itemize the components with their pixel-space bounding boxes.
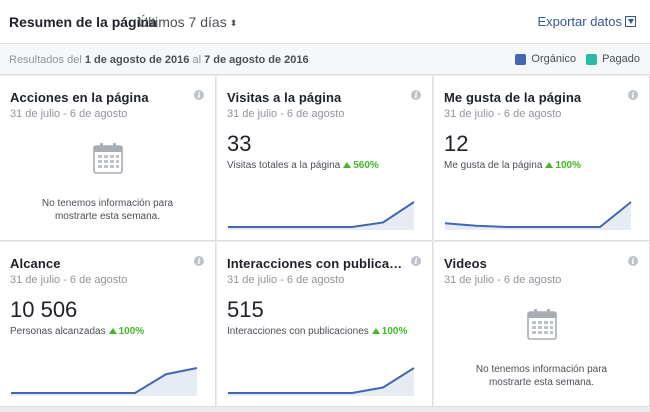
empty-message: No tenemos información para mostrarte est… [41, 198, 174, 222]
paid-swatch [586, 53, 598, 65]
info-icon[interactable]: i [411, 256, 421, 266]
up-arrow-icon [371, 328, 380, 334]
change-indicator: 100% [371, 326, 407, 337]
sparkline-chart [444, 201, 632, 230]
up-arrow-icon [108, 328, 117, 334]
up-arrow-icon [545, 162, 554, 168]
calendar-icon [526, 309, 557, 340]
date-range-label: Últimos 7 días [138, 14, 227, 30]
results-date-end: 7 de agosto de 2016 [204, 54, 309, 66]
results-bar: Resultados del 1 de agosto de 2016 al 7 … [0, 44, 650, 75]
export-data-link[interactable]: Exportar datos [537, 14, 636, 29]
card-date-range: 31 de julio - 6 de agosto [444, 108, 562, 120]
card-date-range: 31 de julio - 6 de agosto [444, 274, 562, 286]
card-videos[interactable]: Videos 31 de julio - 6 de agosto i No te… [434, 242, 650, 407]
sparkline-area [445, 202, 631, 230]
legend-paid: Pagado [586, 53, 640, 65]
card-title: Me gusta de la página [444, 90, 582, 105]
metric-caption: Personas alcanzadas 100% [10, 326, 145, 337]
up-arrow-icon [343, 162, 352, 168]
info-icon[interactable]: i [411, 90, 421, 100]
card-page-likes[interactable]: Me gusta de la página 31 de julio - 6 de… [434, 76, 650, 241]
card-title: Visitas a la página [227, 90, 342, 105]
sort-caret-icon: ⬍ [229, 18, 238, 28]
empty-state: No tenemos información para mostrarte est… [434, 308, 649, 389]
metric-value: 33 [227, 131, 252, 156]
info-icon[interactable]: i [194, 90, 204, 100]
sparkline-area [228, 368, 414, 396]
sparkline-line [444, 201, 632, 228]
card-title: Acciones en la página [10, 90, 149, 105]
empty-message: No tenemos información para mostrarte est… [475, 364, 608, 388]
sparkline-area [11, 368, 197, 396]
card-title: Alcance [10, 256, 61, 271]
results-date-start: 1 de agosto de 2016 [84, 54, 190, 66]
info-icon[interactable]: i [194, 256, 204, 266]
empty-state: No tenemos información para mostrarte est… [0, 142, 215, 223]
card-title: Videos [444, 256, 487, 271]
sparkline-chart [228, 201, 415, 230]
results-range-text: Resultados del 1 de agosto de 2016 al 7 … [9, 54, 309, 66]
export-data-label: Exportar datos [537, 14, 622, 29]
organic-swatch [515, 53, 527, 65]
page-summary-header: Resumen de la página Últimos 7 días ⬍ Exp… [0, 0, 650, 44]
metric-caption: Interacciones con publicaciones 100% [227, 326, 408, 337]
metric-value: 10 506 [10, 297, 78, 322]
card-date-range: 31 de julio - 6 de agosto [227, 274, 345, 286]
page-summary-title: Resumen de la página [9, 14, 157, 30]
change-indicator: 100% [545, 160, 581, 171]
date-range-dropdown[interactable]: Últimos 7 días ⬍ [138, 14, 237, 30]
card-title: Interacciones con publicacio... [227, 256, 407, 271]
card-reach[interactable]: Alcance 31 de julio - 6 de agosto i 10 5… [0, 242, 216, 407]
legend-organic: Orgánico [515, 53, 576, 65]
metric-value: 12 [444, 131, 469, 156]
sparkline-area [228, 202, 414, 230]
metric-value: 515 [227, 297, 264, 322]
card-date-range: 31 de julio - 6 de agosto [227, 108, 345, 120]
sparkline-line [228, 201, 415, 228]
download-icon [625, 16, 636, 27]
info-icon[interactable]: i [628, 256, 638, 266]
chart-legend: Orgánico Pagado [505, 53, 640, 65]
change-indicator: 560% [343, 160, 379, 171]
sparkline-chart [228, 367, 415, 396]
metric-caption: Me gusta de la página 100% [444, 160, 581, 171]
card-post-engagement[interactable]: Interacciones con publicacio... 31 de ju… [217, 242, 433, 407]
info-icon[interactable]: i [628, 90, 638, 100]
metric-caption: Visitas totales a la página 560% [227, 160, 379, 171]
sparkline-line [228, 367, 415, 394]
change-indicator: 100% [108, 326, 144, 337]
sparkline-chart [11, 367, 198, 396]
card-date-range: 31 de julio - 6 de agosto [10, 274, 128, 286]
card-page-visits[interactable]: Visitas a la página 31 de julio - 6 de a… [217, 76, 433, 241]
sparkline-line [11, 367, 198, 394]
calendar-icon [92, 143, 123, 174]
card-date-range: 31 de julio - 6 de agosto [10, 108, 128, 120]
card-page-actions[interactable]: Acciones en la página 31 de julio - 6 de… [0, 76, 216, 241]
